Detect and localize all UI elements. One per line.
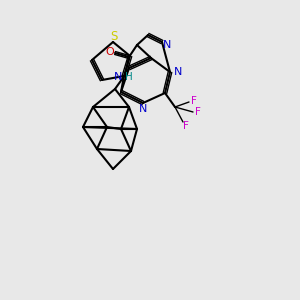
Text: N: N xyxy=(174,67,182,77)
Text: H: H xyxy=(125,72,133,82)
Text: O: O xyxy=(106,47,114,57)
Text: N: N xyxy=(163,40,171,50)
Text: F: F xyxy=(195,107,201,117)
Text: S: S xyxy=(110,31,118,44)
Text: N: N xyxy=(139,104,147,114)
Text: F: F xyxy=(191,96,197,106)
Text: N: N xyxy=(114,72,122,82)
Text: F: F xyxy=(183,121,189,131)
